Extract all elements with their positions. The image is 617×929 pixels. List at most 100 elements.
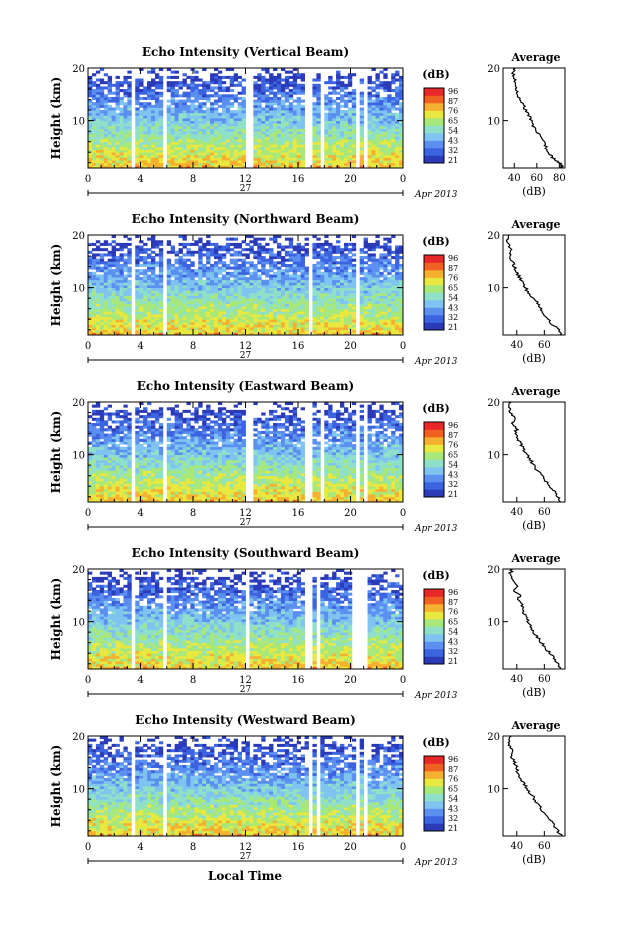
heatmap-cell (115, 324, 120, 328)
heatmap-cell (288, 263, 294, 267)
heatmap-cell (237, 120, 242, 124)
heatmap-cell (139, 327, 144, 331)
heatmap-cell (379, 120, 384, 124)
heatmap-cell (210, 298, 215, 302)
heatmap-cell (170, 165, 176, 169)
heatmap-cell (375, 279, 380, 283)
heatmap-cell (107, 112, 113, 116)
heatmap-cell (292, 311, 298, 315)
heatmap-cell (328, 78, 333, 82)
heatmap-cell (336, 261, 341, 265)
heatmap-cell (296, 91, 302, 95)
heatmap-cell (324, 139, 329, 143)
heatmap-cell (123, 329, 128, 333)
heatmap-cell (340, 83, 345, 87)
heatmap-cell (300, 316, 305, 320)
heatmap-cell (284, 308, 290, 312)
heatmap-cell (395, 115, 400, 119)
heatmap-cell (343, 131, 349, 135)
heatmap-cell (257, 154, 262, 158)
heatmap-cell (284, 274, 290, 278)
heatmap-cell (111, 329, 116, 333)
heatmap-cell (186, 99, 191, 103)
heatmap-cell (391, 306, 396, 310)
heatmap-cell (399, 279, 404, 283)
heatmap-cell (371, 146, 376, 150)
heatmap-cell (320, 313, 325, 317)
heatmap-cell (261, 313, 266, 317)
heatmap-cell (214, 274, 219, 278)
heatmap-cell (375, 83, 380, 87)
heatmap-cell (186, 96, 191, 100)
heatmap-cell (186, 292, 191, 296)
heatmap-cell (387, 162, 392, 166)
heatmap-cell (174, 250, 179, 254)
heatmap-cell (123, 133, 128, 137)
heatmap-cell (166, 287, 172, 291)
heatmap-cell (210, 242, 215, 246)
heatmap-cell (304, 290, 309, 294)
heatmap-cell (347, 131, 353, 135)
heatmap-cell (395, 295, 400, 299)
heatmap-cell (296, 112, 302, 116)
heatmap-cell (241, 313, 246, 317)
heatmap-cell (166, 128, 172, 132)
heatmap-cell (91, 311, 97, 315)
heatmap-cell (91, 306, 97, 310)
heatmap-cell (261, 162, 266, 166)
heatmap-cell (123, 311, 128, 315)
heatmap-cell (217, 290, 223, 294)
heatmap-cell (296, 165, 302, 169)
heatmap-cell (312, 131, 317, 135)
heatmap-cell (206, 298, 211, 302)
heatmap-cell (280, 157, 286, 161)
heatmap-cell (127, 118, 132, 122)
heatmap-cell (277, 81, 282, 85)
heatmap-cell (371, 327, 376, 331)
heatmap-cell (99, 321, 105, 325)
heatmap-cell (399, 75, 404, 79)
heatmap-cell (328, 107, 333, 111)
heatmap-cell (107, 144, 113, 148)
heatmap-cell (151, 308, 156, 312)
heatmap-cell (245, 269, 250, 273)
heatmap-cell (399, 128, 404, 132)
heatmap-cell (91, 89, 97, 93)
heatmap-cell (91, 123, 97, 127)
heatmap-cell (359, 154, 365, 158)
heatmap-cell (158, 250, 164, 254)
heatmap-cell (233, 75, 239, 79)
heatmap-cell (88, 332, 93, 336)
heatmap-cell (103, 316, 109, 320)
heatmap-cell (166, 157, 172, 161)
heatmap-cell (387, 303, 392, 307)
heatmap-cell (371, 112, 376, 116)
heatmap-cell (363, 321, 368, 325)
heatmap-cell (139, 96, 144, 100)
colorbar-segment (424, 133, 444, 141)
heatmap-cell (347, 261, 353, 265)
heatmap-cell (241, 99, 246, 103)
heatmap-cell (391, 102, 396, 106)
heatmap-cell (237, 160, 242, 164)
heatmap-cell (379, 295, 384, 299)
heatmap-cell (379, 287, 384, 291)
heatmap-cell (332, 162, 337, 166)
heatmap-cell (265, 295, 270, 299)
heatmap-cell (399, 290, 404, 294)
heatmap-cell (347, 107, 353, 111)
average-title: Average (510, 218, 560, 231)
heatmap-cell (371, 266, 376, 270)
heatmap-cell (111, 298, 116, 302)
heatmap-cell (210, 250, 215, 254)
heatmap-cell (158, 68, 164, 72)
heatmap-cell (115, 290, 120, 294)
heatmap-cell (312, 300, 317, 304)
heatmap-cell (158, 115, 164, 119)
heatmap-cell (186, 290, 191, 294)
heatmap-cell (371, 319, 376, 323)
heatmap-cell (214, 146, 219, 150)
heatmap-cell (119, 146, 124, 150)
heatmap-cell (359, 146, 365, 150)
heatmap-cell (135, 115, 140, 119)
